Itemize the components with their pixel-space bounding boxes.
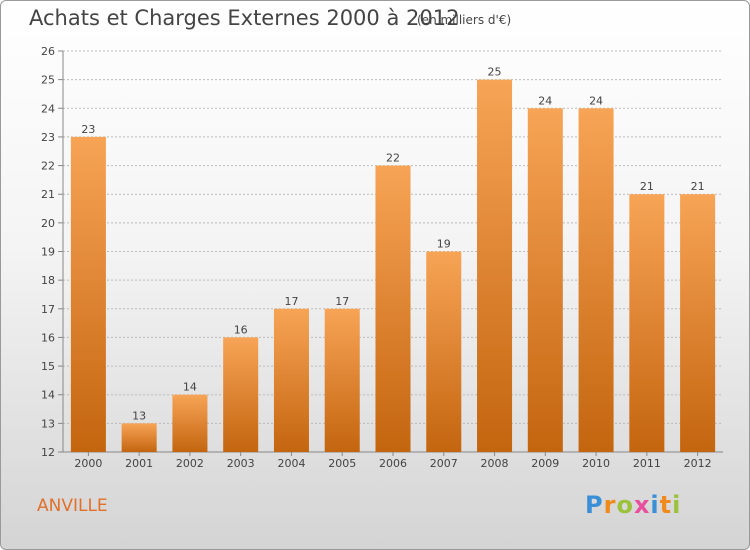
bar (121, 423, 157, 452)
data-label: 24 (589, 94, 603, 107)
x-tick-label: 2012 (684, 457, 712, 470)
y-tick-label: 19 (41, 246, 55, 259)
data-label: 17 (284, 295, 298, 308)
bar (426, 251, 462, 452)
bar (527, 108, 563, 453)
y-tick-label: 20 (41, 217, 55, 230)
chart-subtitle: (en milliers d'€) (417, 13, 512, 27)
y-tick-label: 26 (41, 45, 55, 58)
data-label: 16 (234, 323, 248, 336)
y-tick-label: 12 (41, 446, 55, 459)
x-tick-label: 2001 (125, 457, 153, 470)
x-tick-label: 2010 (582, 457, 610, 470)
x-tick-label: 2005 (328, 457, 356, 470)
y-tick-label: 18 (41, 274, 55, 287)
bar (273, 308, 309, 452)
data-label: 13 (132, 409, 146, 422)
data-label: 24 (538, 94, 552, 107)
y-tick-labels: 12 13 14 15 16 17 18 19 20 21 22 23 24 25 26 (41, 45, 63, 459)
data-label: 23 (81, 123, 95, 136)
data-label: 21 (691, 180, 705, 193)
x-tick-label: 2004 (277, 457, 305, 470)
x-tick-label: 2008 (481, 457, 509, 470)
data-label: 22 (386, 152, 400, 165)
x-tick-labels: 2000 2001 2002 2003 2004 2005 2006 2007 2008 2009… (74, 452, 712, 470)
y-tick-label: 15 (41, 360, 55, 373)
bar (324, 308, 360, 452)
x-tick-label: 2000 (74, 457, 102, 470)
chart-title: Achats et Charges Externes 2000 à 2012 (29, 6, 460, 30)
y-tick-label: 24 (41, 102, 55, 115)
bar (629, 194, 665, 452)
proxiti-logo: Proxiti (585, 491, 682, 519)
bars (70, 79, 716, 453)
y-tick-label: 22 (41, 160, 55, 173)
bar (375, 165, 411, 453)
data-label: 14 (183, 381, 197, 394)
data-label: 21 (640, 180, 654, 193)
y-tick-label: 13 (41, 417, 55, 430)
bar (70, 136, 106, 452)
value-labels: 23 13 14 16 17 17 22 19 25 24 24 21 21 (81, 66, 704, 423)
y-tick-label: 16 (41, 331, 55, 344)
y-tick-label: 14 (41, 389, 55, 402)
y-tick-label: 23 (41, 131, 55, 144)
bar (477, 79, 513, 453)
y-tick-label: 21 (41, 188, 55, 201)
bar (578, 108, 614, 453)
data-label: 19 (437, 238, 451, 251)
bar (680, 194, 716, 452)
commune-name: ANVILLE (37, 496, 108, 516)
y-tick-label: 25 (41, 74, 55, 87)
x-tick-label: 2007 (430, 457, 458, 470)
x-tick-label: 2002 (176, 457, 204, 470)
x-tick-label: 2003 (227, 457, 255, 470)
x-tick-label: 2006 (379, 457, 407, 470)
x-tick-label: 2009 (531, 457, 559, 470)
data-label: 25 (488, 66, 502, 79)
bar (223, 337, 259, 452)
bar (172, 394, 208, 452)
y-tick-label: 17 (41, 303, 55, 316)
data-label: 17 (335, 295, 349, 308)
x-tick-label: 2011 (633, 457, 661, 470)
